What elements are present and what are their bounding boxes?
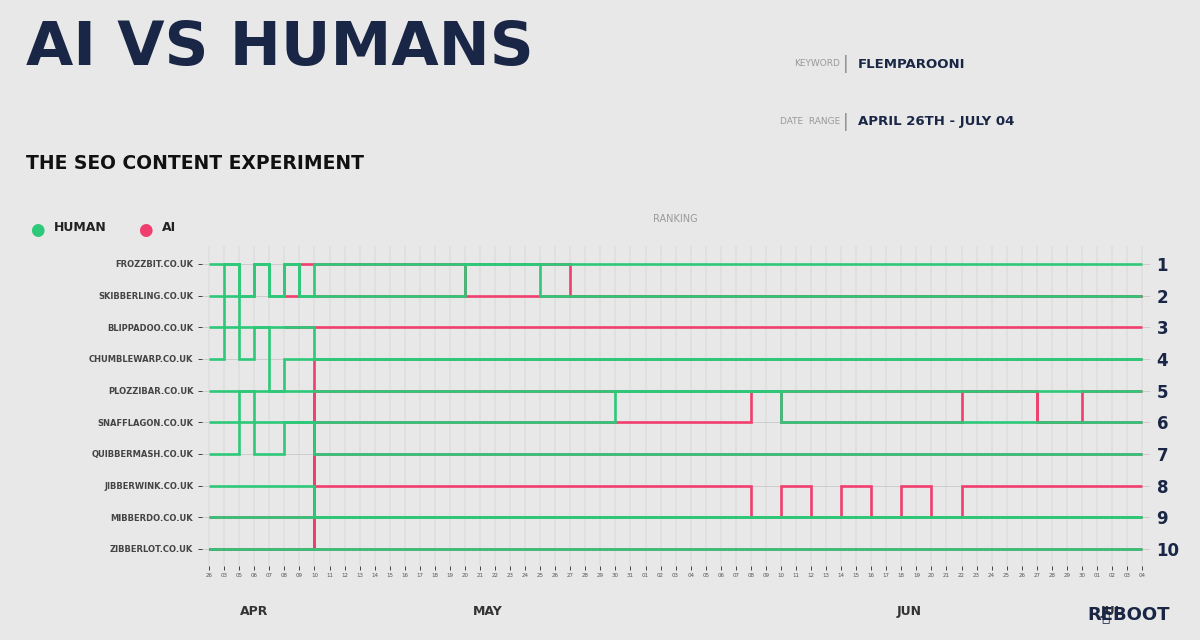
Text: ●: ● — [138, 221, 152, 239]
Text: JUL: JUL — [1100, 605, 1123, 618]
Text: RANKING: RANKING — [653, 214, 698, 224]
Text: AI: AI — [162, 221, 176, 234]
Text: HUMAN: HUMAN — [54, 221, 107, 234]
Text: ⮕: ⮕ — [1102, 610, 1110, 624]
Text: AI VS HUMANS: AI VS HUMANS — [26, 19, 534, 78]
Text: |: | — [842, 55, 848, 73]
Text: ●: ● — [30, 221, 44, 239]
Text: APRIL 26TH - JULY 04: APRIL 26TH - JULY 04 — [858, 115, 1014, 128]
Text: REBOOT: REBOOT — [1087, 606, 1170, 624]
Text: KEYWORD: KEYWORD — [794, 60, 840, 68]
Text: JUN: JUN — [896, 605, 922, 618]
Text: APR: APR — [240, 605, 269, 618]
Text: THE SEO CONTENT EXPERIMENT: THE SEO CONTENT EXPERIMENT — [26, 154, 365, 173]
Text: FLEMPAROONI: FLEMPAROONI — [858, 58, 966, 70]
Text: DATE  RANGE: DATE RANGE — [780, 117, 840, 126]
Text: MAY: MAY — [473, 605, 503, 618]
Text: |: | — [842, 113, 848, 131]
